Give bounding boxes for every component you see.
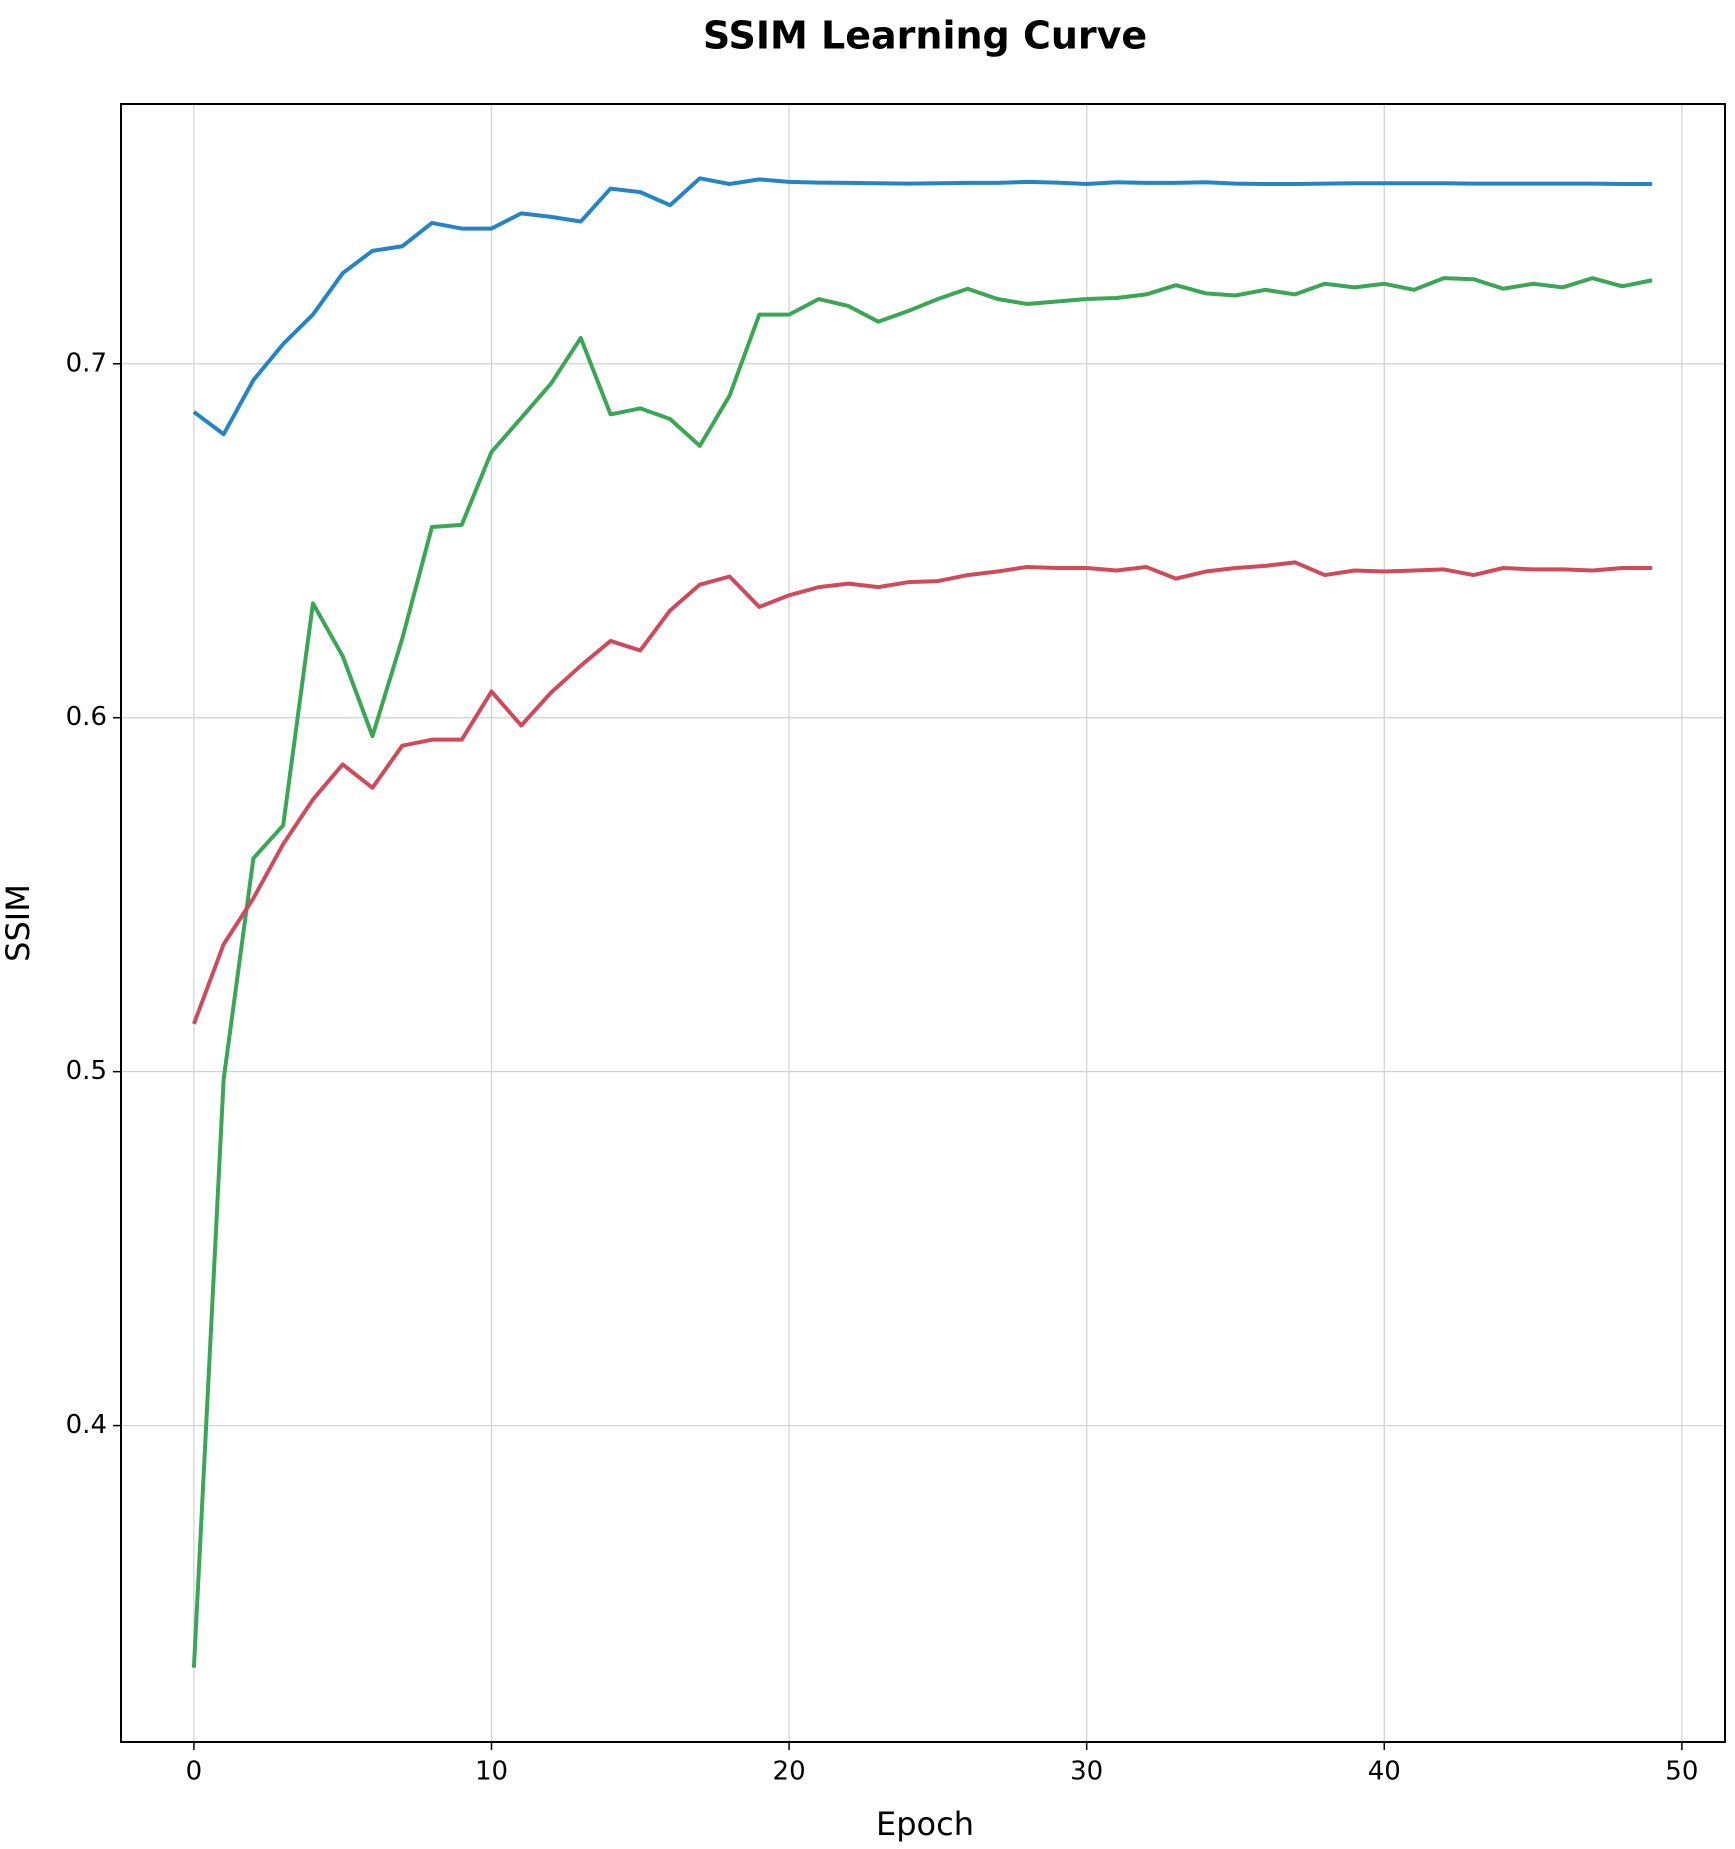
x-tick-label: 10 — [475, 1757, 508, 1787]
x-tick-label: 30 — [1070, 1757, 1103, 1787]
x-tick-label: 0 — [186, 1757, 203, 1787]
x-tick-label: 40 — [1368, 1757, 1401, 1787]
series-line — [191, 276, 1653, 1668]
y-tick-label: 0.4 — [66, 1410, 107, 1440]
y-tick-label: 0.7 — [66, 348, 107, 378]
chart-title: SSIM Learning Curve — [703, 14, 1147, 58]
plot-frame — [120, 103, 1726, 1743]
y-tick-label: 0.5 — [66, 1056, 107, 1086]
series-line — [192, 176, 1653, 437]
series-line — [192, 560, 1653, 1025]
x-tick-label: 50 — [1665, 1757, 1698, 1787]
x-axis-label: Epoch — [876, 1805, 974, 1843]
y-axis-label: SSIM — [0, 884, 37, 962]
y-tick-label: 0.6 — [66, 702, 107, 732]
x-tick-label: 20 — [773, 1757, 806, 1787]
